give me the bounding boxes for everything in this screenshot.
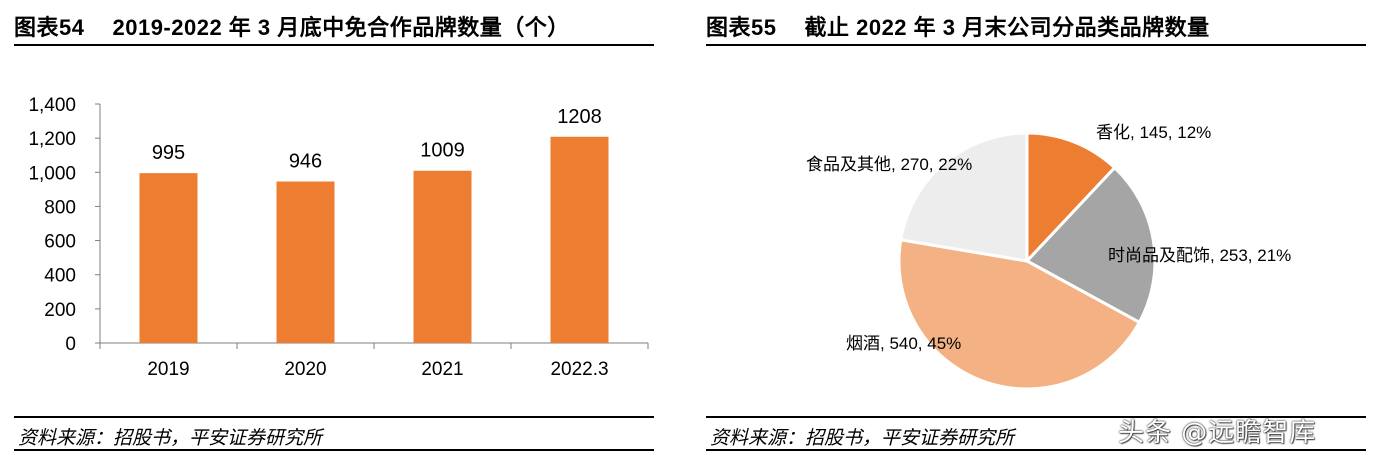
pie-chart-panel: 图表55 截止 2022 年 3 月末公司分品类品牌数量 香化, 145, 12%… [706, 0, 1366, 462]
bar [139, 173, 198, 343]
x-tick-label: 2019 [147, 359, 189, 380]
pie-slice [897, 238, 1141, 391]
pie-slice-label: 时尚品及配饰, 253, 21% [1108, 246, 1291, 265]
y-tick-label: 200 [44, 300, 76, 321]
bar-data-label: 995 [152, 142, 185, 164]
pie-chart-title-text: 截止 2022 年 3 月末公司分品类品牌数量 [804, 15, 1210, 40]
bar [276, 181, 335, 343]
source-divider-top [706, 416, 1366, 418]
bar-chart-title: 图表54 2019-2022 年 3 月底中免合作品牌数量（个） [14, 10, 570, 42]
pie-chart: 香化, 145, 12% 时尚品及配饰, 253, 21% 烟酒, 540, 45%… [806, 123, 1291, 391]
bar-chart-title-text: 2019-2022 年 3 月底中免合作品牌数量（个） [112, 15, 570, 40]
source-divider-top [14, 416, 654, 418]
pie-slice [899, 131, 1029, 263]
y-tick-label: 1,400 [28, 95, 76, 116]
title-divider [14, 44, 654, 46]
bar-data-label: 946 [289, 151, 322, 173]
y-tick-label: 800 [44, 197, 76, 218]
pie-chart-figure-number: 图表55 [706, 15, 777, 40]
bar [550, 136, 609, 343]
x-tick-label: 2022.3 [550, 359, 608, 380]
x-tick-label: 2020 [284, 359, 326, 380]
bar [413, 170, 472, 343]
pie-slice [1025, 131, 1117, 263]
bar-chart-source: 资料来源：招股书，平安证券研究所 [18, 427, 323, 449]
pie-chart-source: 资料来源：招股书，平安证券研究所 [710, 427, 1015, 449]
title-divider [706, 44, 1366, 46]
pie-chart-title: 图表55 截止 2022 年 3 月末公司分品类品牌数量 [706, 10, 1210, 42]
bar-data-label: 1009 [420, 140, 465, 162]
bar-chart: 0 200 400 600 800 1,000 1,200 1,400 995 2019 946 20… [28, 95, 649, 380]
y-tick-label: 400 [44, 266, 76, 287]
pie-slice [1025, 166, 1157, 324]
y-tick-label: 600 [44, 232, 76, 253]
source-divider-bottom [14, 449, 654, 451]
bar-chart-panel: 图表54 2019-2022 年 3 月底中免合作品牌数量（个） 0 200 400 6… [14, 0, 654, 462]
x-tick-label: 2021 [421, 359, 463, 380]
pie-slice-label: 食品及其他, 270, 22% [806, 155, 972, 174]
bar-chart-figure-number: 图表54 [14, 15, 85, 40]
y-tick-label: 1,200 [28, 129, 76, 150]
pie-slice-label: 香化, 145, 12% [1096, 123, 1211, 142]
bar-data-label: 1208 [557, 106, 602, 128]
source-divider-bottom [706, 449, 1366, 451]
watermark: 头条 @远瞻智库 [1118, 418, 1317, 448]
y-tick-label: 1,000 [28, 163, 76, 184]
pie-slice-label: 烟酒, 540, 45% [846, 334, 961, 353]
y-tick-label: 0 [65, 334, 76, 355]
